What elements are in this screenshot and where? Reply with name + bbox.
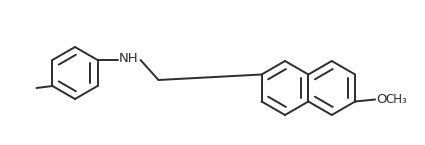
Text: O: O: [376, 93, 387, 106]
Text: NH: NH: [119, 52, 138, 66]
Text: CH₃: CH₃: [385, 93, 407, 106]
